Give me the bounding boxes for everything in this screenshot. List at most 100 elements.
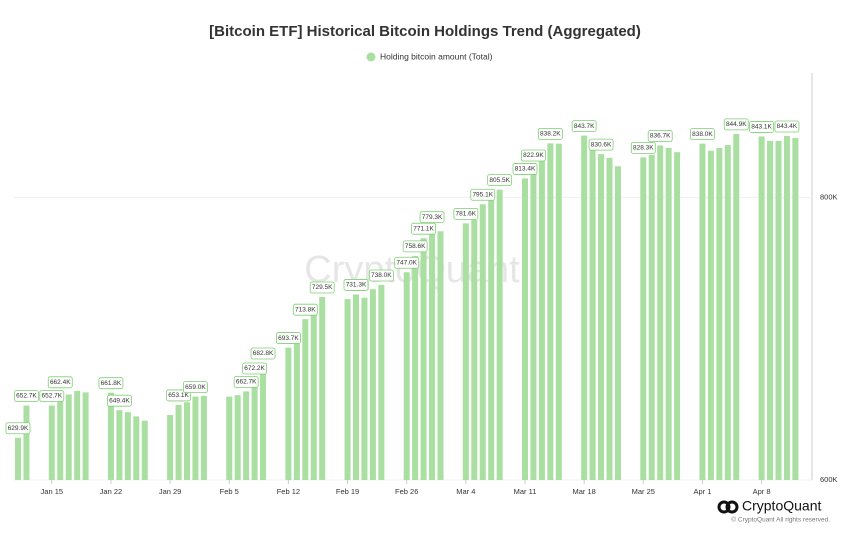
- brand: CryptoQuant: [742, 498, 821, 514]
- value-label-box: [242, 362, 268, 375]
- value-label: 844.9K: [726, 121, 747, 128]
- bar: [724, 145, 731, 480]
- bar: [353, 294, 359, 480]
- value-label-box: [98, 377, 124, 390]
- bar: [775, 140, 782, 481]
- bar: [319, 296, 326, 480]
- value-label-box: [774, 120, 800, 133]
- value-label-box: [107, 394, 132, 407]
- value-label-box: [183, 381, 208, 394]
- bar: [192, 396, 199, 480]
- value-label-box: [14, 390, 39, 402]
- x-tick-label: Feb 12: [277, 487, 300, 496]
- value-label: 661.8K: [101, 380, 122, 387]
- x-tick-label: Feb 5: [220, 487, 239, 496]
- value-label-box: [250, 347, 276, 360]
- value-label: 672.2K: [244, 365, 265, 372]
- bar: [65, 394, 72, 480]
- bar: [285, 347, 292, 480]
- value-label: 830.6K: [591, 141, 612, 148]
- brand-logo: [717, 500, 739, 514]
- bar: [369, 289, 376, 480]
- value-label-box: [309, 281, 335, 294]
- value-label-box: [487, 174, 513, 186]
- value-label: 779.3K: [422, 214, 443, 221]
- x-tick-label: Mar 18: [572, 487, 595, 496]
- bar: [640, 157, 647, 480]
- value-label-box: [5, 422, 31, 435]
- bar: [74, 390, 81, 480]
- bar: [555, 143, 562, 480]
- value-label: 822.9K: [523, 152, 544, 159]
- bar: [133, 416, 140, 480]
- value-label-box: [690, 128, 715, 141]
- value-label-box: [292, 303, 318, 316]
- value-label-box: [402, 240, 428, 253]
- bar: [758, 136, 765, 480]
- bar: [420, 238, 427, 480]
- bar: [310, 310, 317, 480]
- value-label: 649.4K: [109, 397, 130, 404]
- bar: [344, 299, 351, 480]
- value-label-box: [394, 256, 420, 269]
- x-tick-label: Mar 11: [514, 487, 537, 496]
- value-label-box: [343, 279, 369, 291]
- bar: [107, 392, 114, 480]
- bar: [547, 143, 554, 481]
- y-tick-label: 800K: [820, 192, 838, 201]
- bar: [462, 223, 469, 480]
- value-label-box: [537, 127, 563, 140]
- bar: [378, 284, 385, 480]
- bar: [116, 410, 123, 480]
- value-label: 713.8K: [295, 306, 316, 313]
- bar: [648, 154, 655, 480]
- value-label-box: [419, 211, 445, 224]
- bar: [251, 377, 258, 480]
- value-label: 662.4K: [50, 379, 71, 386]
- value-label-box: [233, 375, 259, 388]
- bar: [141, 420, 148, 480]
- bar: [200, 395, 207, 480]
- value-label: 843.1K: [751, 124, 772, 131]
- value-label-box: [588, 138, 614, 151]
- x-tick-label: Jan 15: [41, 487, 64, 496]
- x-tick-label: Mar 25: [632, 487, 655, 496]
- value-label: 738.0K: [371, 272, 392, 279]
- bar: [488, 197, 495, 480]
- value-label: 758.6K: [405, 243, 426, 250]
- value-label: 781.6K: [456, 211, 477, 218]
- value-label-box: [723, 118, 749, 131]
- bar: [538, 154, 545, 480]
- bar: [124, 412, 131, 480]
- value-label: 813.4K: [515, 166, 536, 173]
- x-tick-label: Apr 1: [693, 487, 711, 496]
- bar: [293, 338, 300, 480]
- value-label: 682.8K: [253, 350, 274, 357]
- bar: [589, 147, 596, 481]
- value-label: 836.7K: [650, 133, 671, 140]
- bar: [234, 395, 241, 480]
- bar: [767, 140, 774, 481]
- value-label: 805.5K: [489, 177, 510, 184]
- x-tick-label: Apr 8: [753, 487, 771, 496]
- value-label-box: [521, 149, 546, 162]
- value-label-box: [749, 121, 774, 133]
- bar: [479, 204, 486, 480]
- value-label: 693.7K: [278, 335, 299, 342]
- bar: [783, 136, 790, 480]
- bar: [15, 437, 21, 480]
- bar: [471, 219, 478, 480]
- bar: [496, 189, 503, 480]
- value-label-box: [39, 390, 65, 402]
- value-label: 731.3K: [346, 282, 367, 289]
- bar: [167, 414, 174, 480]
- bar: [606, 157, 613, 480]
- value-label: 629.9K: [8, 425, 29, 432]
- y-tick-label: 600K: [820, 475, 838, 484]
- x-tick-label: Jan 29: [159, 487, 182, 496]
- bar: [57, 391, 64, 480]
- bar: [707, 150, 714, 480]
- bar: [522, 178, 528, 480]
- value-label-box: [630, 141, 656, 154]
